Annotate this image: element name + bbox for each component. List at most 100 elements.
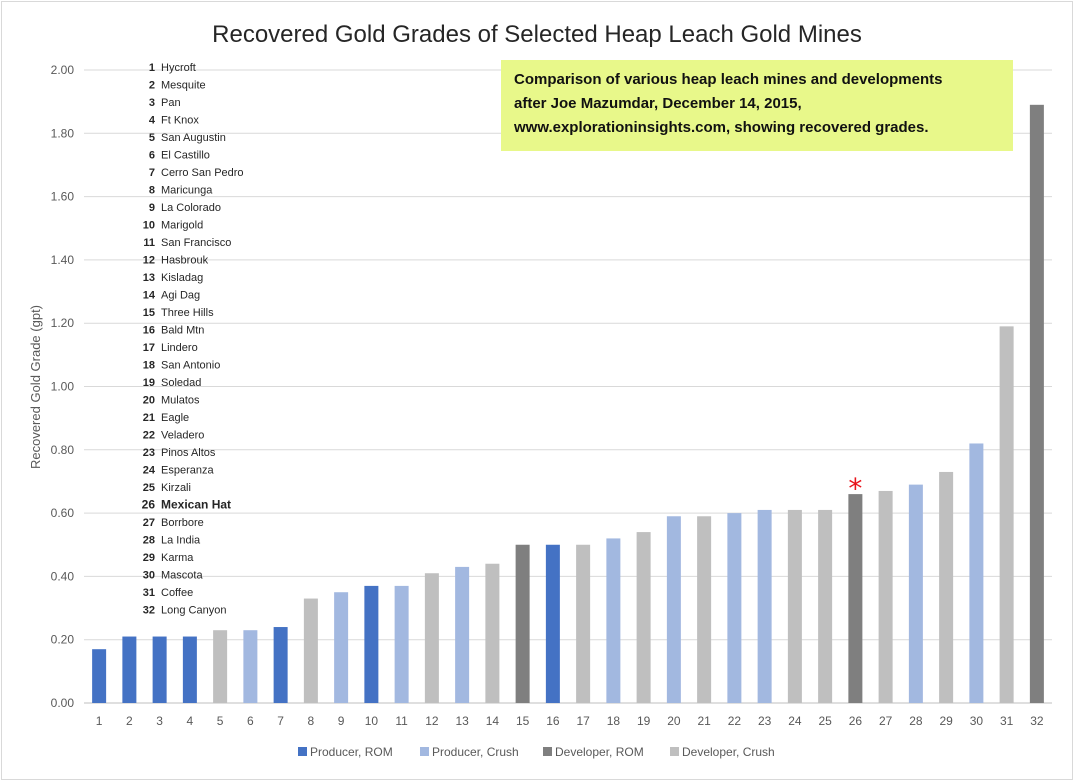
legend-label: Producer, ROM — [310, 745, 393, 759]
mine-list-name: El Castillo — [161, 150, 210, 162]
mine-list-number: 23 — [143, 447, 155, 459]
mine-list-name: Mulatos — [161, 395, 200, 407]
y-tick-label: 1.60 — [51, 190, 75, 204]
mine-list-number: 5 — [149, 132, 155, 144]
x-tick-label: 19 — [637, 714, 651, 728]
mine-list-name: Soledad — [161, 377, 201, 389]
x-tick-label: 17 — [576, 714, 590, 728]
mine-list-number: 29 — [143, 552, 155, 564]
mine-list-name: Borrbore — [161, 517, 204, 529]
mine-list-name: La India — [161, 535, 201, 547]
x-tick-label: 15 — [516, 714, 530, 728]
bar-24 — [787, 509, 802, 703]
x-tick-label: 9 — [338, 714, 345, 728]
mine-list-number: 13 — [143, 272, 155, 284]
bar-12 — [424, 573, 439, 703]
x-tick-label: 12 — [425, 714, 439, 728]
y-tick-label: 1.00 — [51, 380, 75, 394]
x-tick-label: 24 — [788, 714, 802, 728]
bar-15 — [515, 544, 530, 703]
bar-13 — [455, 566, 470, 703]
mine-list-number: 24 — [143, 465, 156, 477]
bar-8 — [303, 598, 318, 703]
gridlines — [84, 69, 1052, 704]
bar-17 — [576, 544, 591, 703]
highlight-marker: * — [848, 472, 862, 505]
y-tick-label: 0.80 — [51, 443, 75, 457]
y-tick-label: 0.40 — [51, 569, 75, 583]
y-tick-label: 2.00 — [51, 63, 75, 77]
y-tick-label: 1.80 — [51, 126, 75, 140]
mine-list-number: 25 — [143, 482, 155, 494]
x-tick-label: 23 — [758, 714, 772, 728]
mine-list-name: San Antonio — [161, 360, 220, 372]
x-axis-ticks: 1 2 3 4 5 6 7 8 9 10 11 12 13 14 15 16 17 18 19 20 21 22 23 24 2… — [96, 714, 1044, 728]
mine-list-number: 8 — [149, 185, 155, 197]
bar-31 — [999, 326, 1014, 703]
legend-label: Producer, Crush — [432, 745, 519, 759]
bar-5 — [213, 630, 228, 703]
chart-title: Recovered Gold Grades of Selected Heap L… — [212, 21, 862, 48]
mine-list-name: Mexican Hat — [161, 498, 231, 512]
mine-list-name: Mesquite — [161, 80, 206, 92]
mine-list-name: Mascota — [161, 570, 203, 582]
mine-list-number: 7 — [149, 167, 155, 179]
annotation-line: Comparison of various heap leach mines a… — [514, 71, 943, 88]
bar-18 — [606, 538, 621, 703]
x-tick-label: 4 — [187, 714, 194, 728]
legend: Producer, ROM Producer, Crush Developer, R… — [298, 745, 775, 759]
x-tick-label: 1 — [96, 714, 103, 728]
x-tick-label: 32 — [1030, 714, 1044, 728]
x-tick-label: 5 — [217, 714, 224, 728]
x-tick-label: 25 — [818, 714, 832, 728]
mine-list-number: 32 — [143, 605, 155, 617]
bar-23 — [757, 509, 772, 703]
mine-list-number: 16 — [143, 325, 155, 337]
x-tick-label: 8 — [308, 714, 315, 728]
mine-list-name: Veladero — [161, 430, 204, 442]
mine-list-number: 18 — [143, 360, 155, 372]
mine-list-number: 1 — [149, 62, 155, 74]
mine-list-name: Esperanza — [161, 465, 214, 477]
mine-list-name: Maricunga — [161, 185, 213, 197]
mine-list-number: 2 — [149, 80, 155, 92]
mine-list-number: 20 — [143, 395, 155, 407]
x-tick-label: 30 — [970, 714, 984, 728]
legend-swatch — [543, 747, 552, 756]
mine-list-name: Three Hills — [161, 307, 214, 319]
bar-26 — [848, 494, 863, 703]
legend-label: Developer, ROM — [555, 745, 644, 759]
mine-list-name: Hycroft — [161, 62, 196, 74]
bar-30 — [969, 443, 984, 703]
annotation-line: after Joe Mazumdar, December 14, 2015, — [514, 95, 802, 112]
annotation-box: Comparison of various heap leach mines a… — [501, 60, 1013, 151]
mine-list-number: 28 — [143, 535, 155, 547]
bar-27 — [878, 490, 893, 703]
x-tick-label: 13 — [455, 714, 469, 728]
mine-list-name: Kisladag — [161, 272, 203, 284]
mine-list-name: Bald Mtn — [161, 325, 204, 337]
mine-list-name: Hasbrouk — [161, 255, 209, 267]
x-tick-label: 22 — [728, 714, 742, 728]
mine-list-number: 26 — [142, 498, 156, 512]
bar-28 — [908, 484, 923, 703]
mine-list-name: Marigold — [161, 220, 203, 232]
bar-6 — [243, 630, 258, 703]
mine-list-name: Coffee — [161, 587, 193, 599]
y-tick-label: 0.00 — [51, 696, 75, 710]
x-tick-label: 10 — [365, 714, 379, 728]
mine-list-number: 15 — [143, 307, 155, 319]
mine-list-number: 30 — [143, 570, 155, 582]
y-axis-title: Recovered Gold Grade (gpt) — [28, 305, 43, 469]
legend-swatch — [420, 747, 429, 756]
bar-32 — [1029, 104, 1044, 703]
mine-list-number: 10 — [143, 220, 155, 232]
mine-list-number: 27 — [143, 517, 155, 529]
x-tick-label: 2 — [126, 714, 133, 728]
mine-list-number: 31 — [143, 587, 155, 599]
x-tick-label: 29 — [939, 714, 953, 728]
bar-1 — [92, 649, 107, 703]
x-tick-label: 27 — [879, 714, 893, 728]
